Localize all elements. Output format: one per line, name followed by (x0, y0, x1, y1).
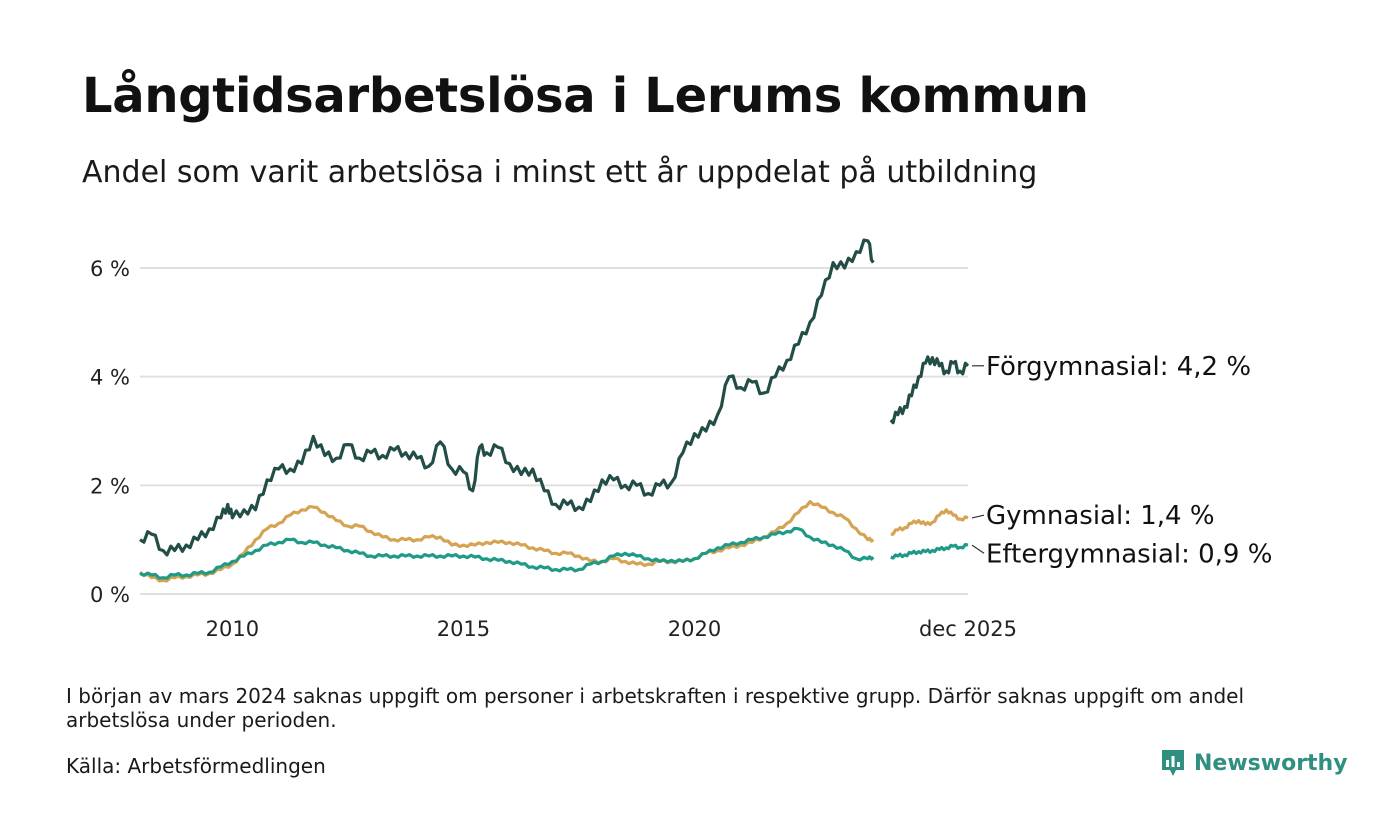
newsworthy-logo-icon (1162, 750, 1184, 776)
series-label-forgymnasial: Förgymnasial: 4,2 % (986, 352, 1251, 382)
series-line-forgymnasial (139, 238, 875, 557)
series-label-gymnasial: Gymnasial: 1,4 % (986, 501, 1215, 531)
y-tick-label: 2 % (90, 474, 130, 498)
newsworthy-logo-text: Newsworthy (1194, 750, 1348, 776)
leader-line-eftergymnasial (971, 544, 985, 554)
source-note: Källa: Arbetsförmedlingen (66, 754, 326, 778)
series-line-gymnasial (890, 508, 969, 536)
series-line-gymnasial (139, 500, 875, 583)
chart-subtitle: Andel som varit arbetslösa i minst ett å… (82, 155, 1038, 190)
chart-title: Långtidsarbetslösa i Lerums kommun (82, 68, 1089, 124)
x-tick-label: 2015 (437, 617, 490, 641)
y-tick-label: 4 % (90, 366, 130, 390)
series-line-eftergymnasial (890, 542, 969, 560)
newsworthy-logo[interactable]: Newsworthy (1160, 748, 1348, 778)
x-tick-label: 2010 (206, 617, 259, 641)
y-tick-label: 0 % (90, 583, 130, 607)
leader-line-gymnasial (971, 514, 985, 519)
series-label-eftergymnasial: Eftergymnasial: 0,9 % (986, 539, 1272, 569)
y-tick-label: 6 % (90, 257, 130, 281)
series-line-forgymnasial (889, 355, 970, 425)
x-tick-label: 2020 (668, 617, 721, 641)
x-tick-label: dec 2025 (919, 617, 1017, 641)
series-line-eftergymnasial (139, 526, 875, 580)
footnote: I början av mars 2024 saknas uppgift om … (66, 684, 1245, 732)
